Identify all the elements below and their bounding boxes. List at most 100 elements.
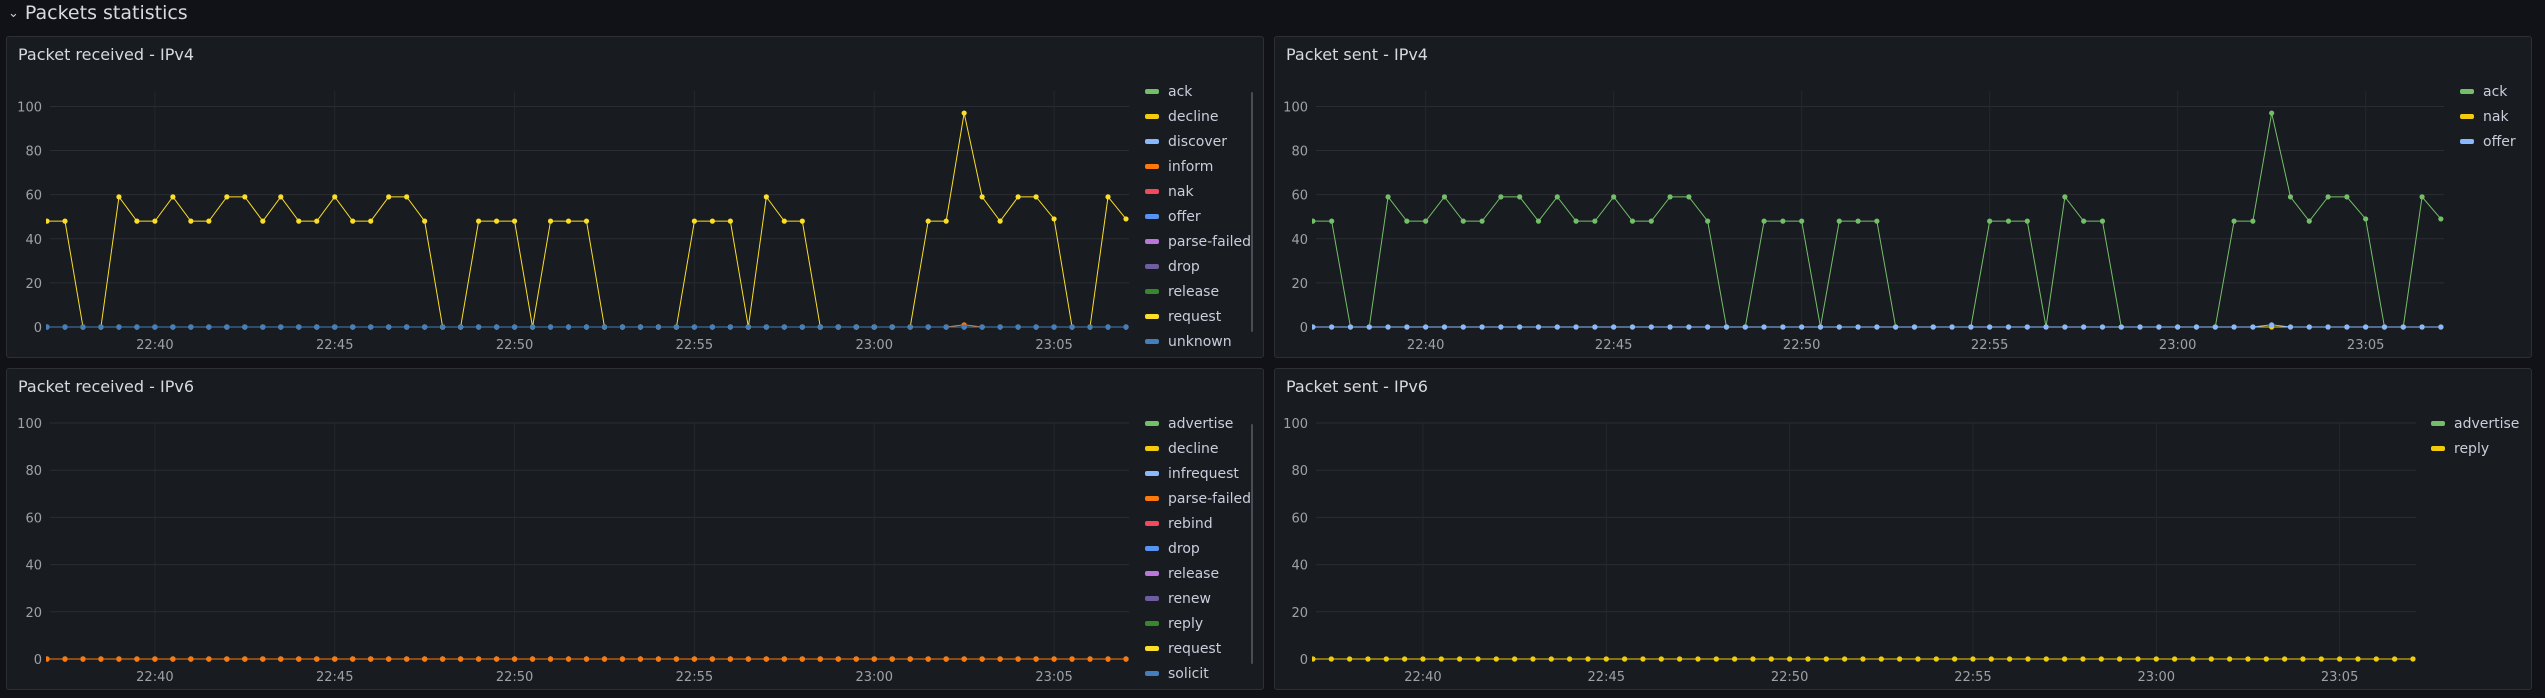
data-point-parse-failed <box>1051 656 1057 662</box>
legend-item-drop[interactable]: drop <box>1145 536 1251 561</box>
data-point-ack <box>1836 218 1842 224</box>
legend-item-rebind[interactable]: rebind <box>1145 511 1251 536</box>
data-point-unknown <box>961 324 967 330</box>
data-point-request <box>925 218 931 224</box>
data-point-parse-failed <box>242 656 248 662</box>
legend-item-request[interactable]: request <box>1145 636 1251 661</box>
data-point-reply <box>2153 656 2159 662</box>
legend-item-parse-failed[interactable]: parse-failed <box>1145 229 1251 254</box>
legend-swatch <box>1145 164 1159 169</box>
data-point-unknown <box>188 324 194 330</box>
legend-swatch <box>1145 646 1159 651</box>
x-tick-label: 22:45 <box>1595 338 1632 353</box>
data-point-request <box>1015 194 1021 200</box>
data-point-parse-failed <box>1123 656 1129 662</box>
data-point-request <box>1123 216 1129 222</box>
data-point-unknown <box>62 324 68 330</box>
data-point-ack <box>1573 218 1579 224</box>
data-point-ack <box>1987 218 1993 224</box>
row-header-packets-statistics[interactable]: ⌄ Packets statistics <box>8 0 188 26</box>
data-point-request <box>314 218 320 224</box>
data-point-unknown <box>781 324 787 330</box>
data-point-parse-failed <box>601 656 608 662</box>
chart-svg: 0 20 40 60 80 100 22:40 22:45 22:50 22:55 23:00 23:… <box>1283 417 2416 685</box>
legend-item-solicit[interactable]: solicit <box>1145 661 1251 686</box>
panel-title[interactable]: Packet sent - IPv4 <box>1286 45 1428 64</box>
data-point-request <box>350 218 356 224</box>
data-point-offer <box>1686 324 1692 330</box>
legend-item-release[interactable]: release <box>1145 279 1251 304</box>
x-tick-label: 22:40 <box>1404 670 1441 685</box>
data-point-request <box>511 218 518 224</box>
y-tick-label: 100 <box>17 100 42 115</box>
legend-scrollbar[interactable] <box>1251 92 1253 332</box>
legend-swatch <box>2431 446 2445 451</box>
legend-item-discover[interactable]: discover <box>1145 129 1251 154</box>
legend-item-ack[interactable]: ack <box>1145 79 1251 104</box>
data-point-ack <box>1780 218 1786 224</box>
legend-item-inform[interactable]: inform <box>1145 154 1251 179</box>
x-tick-label: 23:00 <box>2138 670 2175 685</box>
legend-item-offer[interactable]: offer <box>2460 129 2516 154</box>
data-point-request <box>1051 216 1057 222</box>
data-point-request <box>763 194 769 200</box>
panel-title[interactable]: Packet received - IPv6 <box>18 377 195 396</box>
legend-item-reply[interactable]: reply <box>2431 436 2519 461</box>
legend-item-infrequest[interactable]: infrequest <box>1145 461 1251 486</box>
data-point-reply <box>1530 656 1536 662</box>
legend-scrollbar[interactable] <box>1251 424 1253 664</box>
data-point-parse-failed <box>655 656 662 662</box>
data-point-offer <box>2438 324 2444 330</box>
data-point-ack <box>1404 218 1410 224</box>
y-tick-label: 40 <box>25 559 42 574</box>
legend-label: infrequest <box>1168 465 1239 482</box>
legend-item-request[interactable]: request <box>1145 304 1251 329</box>
data-point-offer <box>2363 324 2369 330</box>
legend-item-advertise[interactable]: advertise <box>2431 411 2519 436</box>
chart-svg: 0 20 40 60 80 100 22:40 22:45 22:50 22:55 23:00 23:… <box>17 417 1129 685</box>
data-point-unknown <box>46 324 50 330</box>
legend-item-decline[interactable]: decline <box>1145 436 1251 461</box>
x-tick-label: 22:40 <box>136 338 173 353</box>
data-point-ack <box>1385 194 1391 200</box>
legend-item-unknown[interactable]: unknown <box>1145 329 1251 354</box>
data-point-ack <box>2062 194 2068 200</box>
data-point-parse-failed <box>817 656 823 662</box>
data-point-request <box>997 218 1003 224</box>
legend-item-drop[interactable]: drop <box>1145 254 1251 279</box>
legend-swatch <box>1145 114 1159 119</box>
data-point-ack <box>2024 218 2030 224</box>
data-point-ack <box>1441 194 1448 200</box>
data-point-offer <box>1667 324 1673 330</box>
x-tick-label: 23:05 <box>2347 338 2384 353</box>
data-point-reply <box>1402 656 1408 662</box>
data-point-parse-failed <box>853 656 859 662</box>
data-point-parse-failed <box>350 656 356 662</box>
y-tick-label: 60 <box>1291 189 1308 204</box>
legend-swatch <box>1145 446 1159 451</box>
data-point-ack <box>2344 194 2350 200</box>
data-point-reply <box>1952 656 1958 662</box>
legend-item-offer[interactable]: offer <box>1145 204 1251 229</box>
data-point-parse-failed <box>889 656 895 662</box>
legend-item-nak[interactable]: nak <box>2460 104 2516 129</box>
legend-item-nak[interactable]: nak <box>1145 179 1251 204</box>
legend-swatch <box>1145 521 1159 526</box>
legend-item-decline[interactable]: decline <box>1145 104 1251 129</box>
panel-title[interactable]: Packet sent - IPv6 <box>1286 377 1428 396</box>
legend-item-parse-failed[interactable]: parse-failed <box>1145 486 1251 511</box>
data-point-parse-failed <box>943 656 949 662</box>
legend-item-reply[interactable]: reply <box>1145 611 1251 636</box>
y-tick-label: 60 <box>25 189 42 204</box>
legend-item-renew[interactable]: renew <box>1145 586 1251 611</box>
panel-title[interactable]: Packet received - IPv4 <box>18 45 195 64</box>
chevron-down-icon[interactable]: ⌄ <box>8 5 19 21</box>
data-point-ack <box>2325 194 2331 200</box>
data-point-parse-failed <box>386 656 392 662</box>
legend-item-release[interactable]: release <box>1145 561 1251 586</box>
legend-label: offer <box>1168 208 1201 225</box>
data-point-parse-failed <box>835 656 841 662</box>
legend-item-advertise[interactable]: advertise <box>1145 411 1251 436</box>
legend-item-ack[interactable]: ack <box>2460 79 2516 104</box>
data-point-offer <box>1705 324 1711 330</box>
